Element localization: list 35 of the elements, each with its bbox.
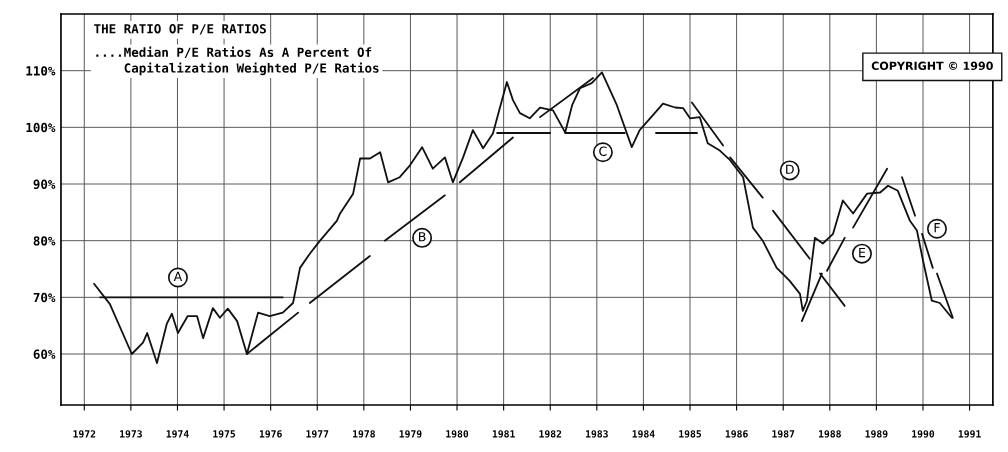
- y-tick-label: 90%: [33, 179, 56, 189]
- y-tick-label: 80%: [33, 236, 56, 246]
- x-tick-label: 1973: [120, 430, 142, 438]
- y-tick-label: 70%: [33, 292, 56, 303]
- annotation: D: [786, 164, 794, 174]
- x-tick-label: 1991: [958, 430, 981, 438]
- x-tick-label: 1990: [912, 430, 935, 438]
- annotation: E: [859, 248, 866, 258]
- x-tick-label: 1986: [725, 430, 748, 438]
- x-tick-label: 1984: [632, 430, 655, 438]
- x-tick-label: 1975: [213, 430, 236, 438]
- annotation: C: [599, 146, 607, 156]
- x-tick-label: 1983: [586, 430, 608, 438]
- x-tick-label: 1972: [73, 430, 96, 438]
- x-tick-label: 1985: [679, 430, 702, 438]
- x-tick-label: 1978: [353, 430, 375, 438]
- annotation: A: [173, 271, 183, 281]
- x-tick-label: 1981: [492, 430, 515, 438]
- y-tick-label: 60%: [33, 349, 56, 359]
- x-tick-label: 1974: [166, 430, 189, 438]
- y-tick-label: 100%: [26, 122, 56, 133]
- x-tick-label: 1979: [399, 430, 422, 438]
- x-tick-label: 1982: [539, 430, 562, 438]
- annotation: B: [419, 232, 426, 242]
- y-tick-label: 110%: [26, 66, 56, 76]
- annotation: COPYRIGHT © 1990: [871, 61, 993, 71]
- x-tick-label: 1988: [818, 430, 841, 438]
- text: THE RATIO OF P/E RATIOS: [94, 24, 266, 35]
- x-tick-label: 1989: [865, 430, 888, 438]
- x-tick-label: 1980: [446, 430, 469, 438]
- annotation: F: [934, 223, 940, 233]
- text: ....Median P/E Ratios As A Percent Of Capitalization Weighted P/E Ratios: [96, 46, 379, 76]
- x-tick-label: 1987: [772, 430, 795, 438]
- x-tick-label: 1977: [306, 430, 329, 438]
- x-tick-label: 1976: [259, 430, 282, 438]
